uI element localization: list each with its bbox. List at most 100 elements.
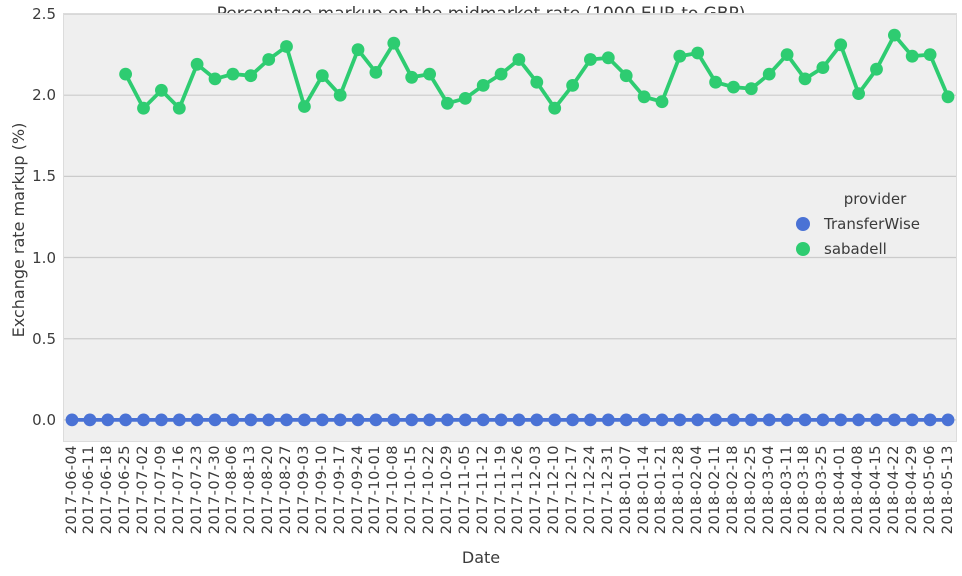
data-point — [244, 69, 258, 83]
data-point — [494, 67, 508, 81]
data-point — [155, 413, 168, 427]
data-point — [923, 48, 937, 61]
data-point — [709, 413, 722, 427]
x-tick-label: 2017-07-23 — [188, 445, 205, 535]
data-point — [691, 46, 705, 60]
x-tick-label: 2017-11-26 — [510, 445, 527, 535]
x-tick-label: 2017-06-04 — [63, 445, 80, 535]
data-point — [423, 67, 436, 81]
data-point — [280, 40, 293, 53]
x-tick-label: 2017-10-15 — [403, 445, 420, 535]
x-tick-label: 2017-11-12 — [474, 445, 491, 535]
data-point — [387, 413, 401, 427]
data-point — [727, 413, 740, 427]
legend-item-sabadell: sabadell — [792, 240, 958, 258]
y-tick-label: 1.5 — [32, 167, 56, 186]
data-point — [458, 92, 472, 105]
data-point — [101, 413, 115, 427]
x-tick-label: 2018-04-01 — [832, 445, 849, 535]
x-tick-label: 2017-07-30 — [206, 445, 223, 535]
data-point — [834, 38, 848, 52]
data-point — [190, 413, 204, 427]
x-tick-label: 2017-08-13 — [242, 445, 259, 535]
x-tick-label: 2017-07-16 — [170, 445, 187, 535]
data-point — [405, 70, 419, 84]
data-point — [673, 413, 687, 427]
data-point — [655, 413, 669, 427]
series-transferwise — [65, 413, 955, 427]
x-tick-label: 2017-06-11 — [81, 445, 98, 535]
legend-label-transferwise: TransferWise — [824, 215, 921, 233]
data-point — [315, 69, 329, 83]
data-point — [709, 75, 722, 89]
data-point — [512, 53, 526, 66]
x-tick-label: 2018-03-11 — [778, 445, 795, 535]
legend-marker-sabadell-icon — [796, 242, 810, 256]
data-point — [315, 413, 329, 427]
x-tick-label: 2018-04-29 — [903, 445, 920, 535]
data-point — [280, 413, 293, 427]
data-point — [941, 413, 955, 427]
x-tick-label: 2017-08-20 — [260, 445, 277, 535]
x-tick-label: 2018-02-18 — [724, 445, 741, 535]
data-point — [619, 69, 633, 83]
x-tick-label: 2018-02-04 — [689, 445, 706, 535]
data-point — [637, 90, 651, 104]
data-point — [798, 72, 812, 86]
y-tick-label: 0.0 — [32, 410, 56, 429]
x-tick-label: 2017-10-22 — [421, 445, 438, 535]
data-point — [369, 413, 383, 427]
data-point — [780, 413, 794, 427]
data-point — [762, 413, 776, 427]
x-tick-label: 2018-02-25 — [742, 445, 759, 535]
data-point — [744, 413, 758, 427]
data-point — [387, 36, 401, 50]
x-axis-label: Date — [461, 548, 501, 567]
data-point — [691, 413, 705, 427]
series-sabadell — [119, 28, 955, 115]
data-point — [226, 413, 240, 427]
plot-canvas — [64, 13, 956, 427]
x-tick-label: 2018-05-06 — [921, 445, 938, 535]
x-tick-label: 2018-05-13 — [939, 445, 956, 535]
x-tick-label: 2018-04-15 — [867, 445, 884, 535]
data-point — [655, 95, 669, 109]
data-point — [476, 79, 490, 92]
x-tick-label: 2017-12-17 — [564, 445, 581, 535]
y-tick-label: 2.0 — [32, 86, 56, 105]
data-point — [494, 413, 508, 427]
data-point — [548, 101, 562, 115]
data-point — [798, 413, 812, 427]
data-point — [601, 51, 615, 65]
x-tick-label: 2018-01-14 — [635, 445, 652, 535]
data-point — [870, 62, 883, 76]
x-tick-label: 2018-03-04 — [760, 445, 777, 535]
x-tick-label: 2017-11-05 — [456, 445, 473, 535]
data-point — [298, 413, 311, 427]
data-point — [119, 413, 132, 427]
x-tick-label: 2017-12-10 — [546, 445, 563, 535]
data-point — [137, 413, 150, 427]
data-point — [441, 413, 454, 427]
data-point — [870, 413, 883, 427]
x-tick-label: 2017-09-17 — [331, 445, 348, 535]
data-point — [369, 66, 383, 79]
data-point — [441, 96, 454, 110]
data-point — [816, 61, 830, 74]
x-tick-label: 2017-08-06 — [224, 445, 241, 535]
data-point — [816, 413, 830, 427]
data-point — [566, 79, 579, 92]
data-point — [83, 413, 97, 427]
data-point — [333, 413, 347, 427]
x-tick-label: 2018-02-11 — [707, 445, 724, 535]
data-point — [244, 413, 258, 427]
legend-item-transferwise: TransferWise — [792, 215, 958, 233]
x-tick-label: 2017-08-27 — [278, 445, 295, 535]
data-point — [619, 413, 633, 427]
legend-title: provider — [843, 190, 907, 208]
data-point — [566, 413, 579, 427]
data-point — [119, 67, 132, 81]
data-point — [208, 413, 222, 427]
data-point — [727, 80, 740, 94]
